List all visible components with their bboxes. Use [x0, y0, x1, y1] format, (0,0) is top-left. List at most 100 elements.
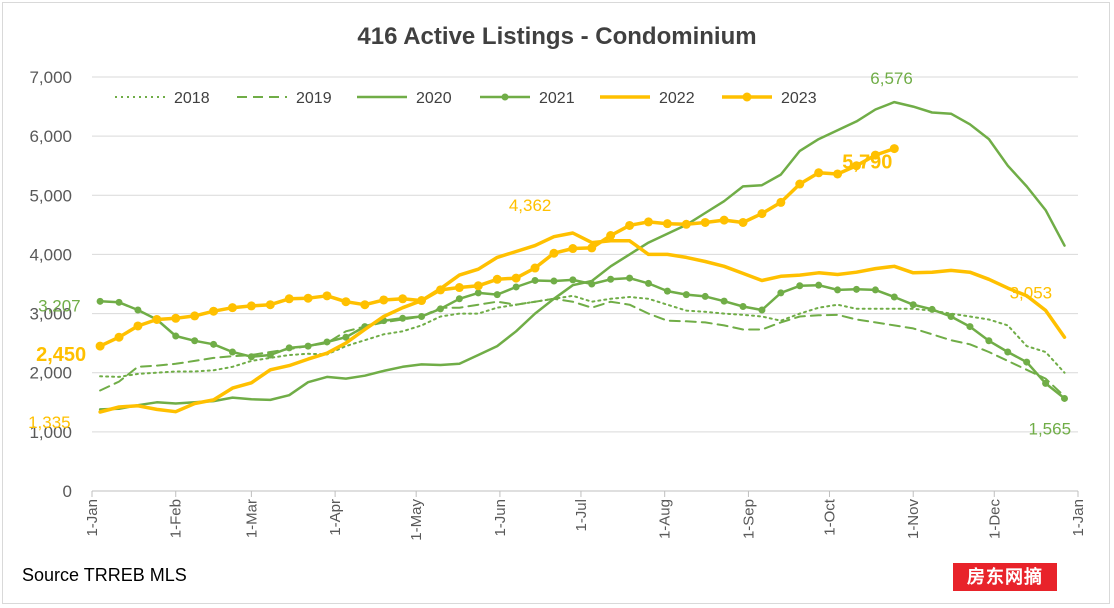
data-point	[549, 248, 559, 258]
y-tick-label: 6,000	[29, 127, 72, 146]
y-tick-label: 1,000	[29, 423, 72, 442]
x-tick-label: 1-Dec	[986, 499, 1003, 540]
data-point	[473, 281, 483, 291]
x-tick-label: 1-Sep	[740, 499, 757, 539]
legend-item-2022: 2022	[600, 90, 695, 107]
legend-label: 2019	[296, 90, 332, 107]
data-point	[399, 314, 407, 322]
data-point	[947, 313, 955, 321]
data-label: 3,207	[38, 296, 81, 315]
data-point	[530, 263, 540, 273]
data-point	[133, 321, 143, 331]
x-tick-label: 1-Jul	[573, 499, 590, 532]
data-point	[493, 291, 501, 299]
source-note: Source TRREB MLS	[22, 565, 187, 585]
y-tick-label: 4,000	[29, 245, 72, 264]
data-point	[757, 209, 767, 219]
series-2022	[98, 231, 1067, 414]
data-point	[851, 161, 861, 171]
data-point	[738, 217, 748, 227]
data-point	[833, 169, 843, 179]
data-point	[870, 150, 880, 160]
data-point	[1042, 379, 1050, 387]
data-point	[700, 217, 710, 227]
data-point	[265, 300, 275, 310]
data-point	[210, 340, 218, 348]
data-point	[777, 289, 785, 297]
legend: 2018 2019 2020 2021 2022 2023	[115, 90, 817, 107]
series-line-2021	[98, 276, 1066, 400]
data-point	[228, 348, 236, 356]
data-point	[871, 286, 879, 294]
data-label: 3,053	[1010, 283, 1053, 302]
data-label: 5,790	[842, 152, 892, 174]
data-label: 1,335	[28, 413, 71, 432]
x-tick-label: 1-Aug	[657, 499, 674, 539]
x-tick-label: 1-Jan	[84, 499, 101, 537]
legend-label: 2022	[659, 90, 695, 107]
data-point	[588, 280, 596, 288]
data-point	[171, 313, 181, 323]
data-point	[95, 341, 105, 351]
data-point	[719, 215, 729, 225]
data-point	[834, 286, 842, 294]
gridlines	[92, 76, 1078, 492]
legend-item-2023: 2023	[722, 90, 817, 107]
data-point	[569, 276, 577, 284]
data-point	[1004, 348, 1012, 356]
data-point	[814, 168, 824, 178]
data-point	[191, 337, 199, 345]
data-point	[418, 313, 426, 321]
data-point	[322, 291, 332, 301]
data-point	[455, 295, 463, 303]
data-point	[701, 292, 709, 300]
data-point	[474, 289, 482, 297]
data-point	[152, 314, 162, 324]
y-tick-label: 5,000	[29, 186, 72, 205]
data-point	[626, 274, 634, 282]
data-point	[890, 293, 898, 301]
legend-label: 2020	[416, 90, 452, 107]
data-point	[852, 285, 860, 293]
data-point	[625, 220, 635, 230]
data-point	[531, 276, 539, 284]
data-point	[550, 277, 558, 285]
data-point	[379, 295, 389, 305]
legend-item-2019: 2019	[237, 90, 332, 107]
x-tick-label: 1-Mar	[243, 499, 260, 538]
data-point	[284, 294, 294, 304]
x-tick-label: 1-Apr	[327, 499, 344, 536]
data-point	[815, 281, 823, 289]
data-point	[662, 219, 672, 229]
data-annotations: 6,576 5,790 4,362 3,207 2,450 1,335 3,053 1,565	[28, 69, 1071, 438]
x-tick-label: 1-Nov	[905, 499, 922, 540]
data-point	[985, 337, 993, 345]
data-point	[928, 305, 936, 313]
data-point	[247, 353, 255, 361]
data-point	[1023, 358, 1031, 366]
legend-marker	[501, 93, 509, 101]
y-tick-label: 7,000	[29, 68, 72, 87]
data-point	[417, 296, 427, 306]
y-tick-label: 2,000	[29, 364, 72, 383]
data-point	[682, 291, 690, 299]
data-point	[492, 274, 502, 284]
data-point	[909, 301, 917, 309]
data-point	[209, 306, 219, 316]
data-point	[96, 297, 104, 305]
series-2018	[99, 294, 1066, 378]
legend-label: 2023	[781, 90, 817, 107]
series-line-2018	[99, 294, 1066, 378]
data-point	[360, 300, 370, 310]
data-point	[342, 333, 350, 341]
x-tick-label: 1-Oct	[821, 498, 838, 536]
x-axis-ticks: 1-Jan 1-Feb 1-Mar 1-Apr 1-May 1-Jun 1-Jul 1-Aug…	[84, 491, 1087, 541]
series-layer	[95, 100, 1068, 414]
legend-item-2020: 2020	[357, 90, 452, 107]
data-point	[758, 306, 766, 314]
series-2019	[99, 297, 1066, 398]
data-point	[134, 306, 142, 314]
series-2021	[96, 274, 1068, 402]
x-tick-label: 1-Feb	[168, 499, 185, 538]
